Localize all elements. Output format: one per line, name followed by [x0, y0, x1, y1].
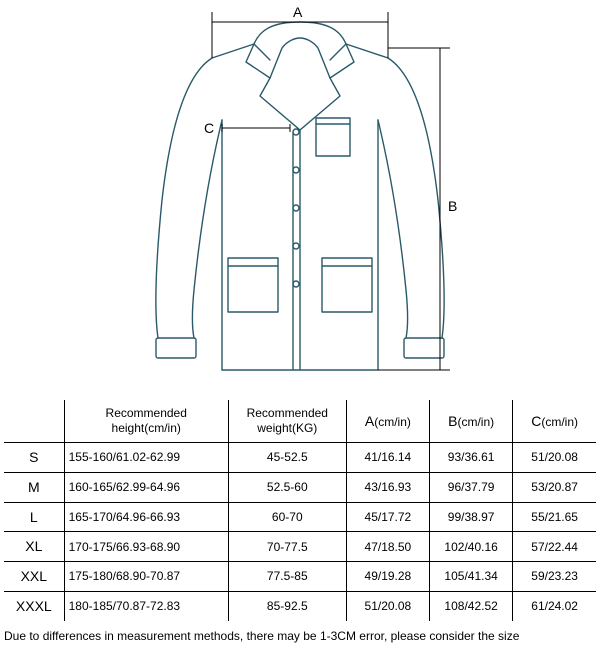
cell-size: XXL — [4, 562, 64, 592]
cell-a: 51/20.08 — [346, 591, 429, 620]
cell-c: 53/20.87 — [513, 472, 596, 502]
cell-c: 51/20.08 — [513, 443, 596, 473]
dimension-a-label: A — [293, 4, 302, 20]
cell-height: 180-185/70.87-72.83 — [64, 591, 228, 620]
cell-size: XL — [4, 532, 64, 562]
cell-b: 105/41.34 — [430, 562, 513, 592]
table-row: XXL175-180/68.90-70.8777.5-8549/19.28105… — [4, 562, 596, 592]
cell-c: 59/23.23 — [513, 562, 596, 592]
cell-c: 61/24.02 — [513, 591, 596, 620]
cell-size: S — [4, 443, 64, 473]
table-row: S155-160/61.02-62.9945-52.541/16.1493/36… — [4, 443, 596, 473]
cell-b: 96/37.79 — [430, 472, 513, 502]
cell-c: 55/21.65 — [513, 502, 596, 532]
cell-a: 47/18.50 — [346, 532, 429, 562]
table-row: XXXL180-185/70.87-72.8385-92.551/20.0810… — [4, 591, 596, 620]
cell-a: 41/16.14 — [346, 443, 429, 473]
cell-weight: 45-52.5 — [228, 443, 346, 473]
header-a: A(cm/in) — [346, 400, 429, 443]
dimension-b-label: B — [448, 198, 457, 214]
cell-weight: 85-92.5 — [228, 591, 346, 620]
cell-a: 49/19.28 — [346, 562, 429, 592]
dimension-c-label: C — [204, 120, 214, 136]
header-weight: Recommended weight(KG) — [228, 400, 346, 443]
cell-height: 160-165/62.99-64.96 — [64, 472, 228, 502]
table-row: XL170-175/66.93-68.9070-77.547/18.50102/… — [4, 532, 596, 562]
cell-b: 93/36.61 — [430, 443, 513, 473]
size-table: Recommended height(cm/in) Recommended we… — [0, 400, 600, 621]
cell-b: 102/40.16 — [430, 532, 513, 562]
size-chart-table: Recommended height(cm/in) Recommended we… — [4, 400, 596, 621]
header-size — [4, 400, 64, 443]
cell-size: L — [4, 502, 64, 532]
cell-height: 170-175/66.93-68.90 — [64, 532, 228, 562]
cell-weight: 52.5-60 — [228, 472, 346, 502]
cell-height: 175-180/68.90-70.87 — [64, 562, 228, 592]
table-row: M160-165/62.99-64.9652.5-6043/16.9396/37… — [4, 472, 596, 502]
table-row: L165-170/64.96-66.9360-7045/17.7299/38.9… — [4, 502, 596, 532]
header-height: Recommended height(cm/in) — [64, 400, 228, 443]
cell-weight: 77.5-85 — [228, 562, 346, 592]
cell-b: 99/38.97 — [430, 502, 513, 532]
footer-note: Due to differences in measurement method… — [0, 621, 600, 643]
cell-size: XXXL — [4, 591, 64, 620]
header-c: C(cm/in) — [513, 400, 596, 443]
cell-a: 43/16.93 — [346, 472, 429, 502]
cell-a: 45/17.72 — [346, 502, 429, 532]
header-b: B(cm/in) — [430, 400, 513, 443]
cell-b: 108/42.52 — [430, 591, 513, 620]
cell-height: 165-170/64.96-66.93 — [64, 502, 228, 532]
cell-size: M — [4, 472, 64, 502]
garment-diagram: A B C — [0, 0, 600, 400]
cell-height: 155-160/61.02-62.99 — [64, 443, 228, 473]
cell-c: 57/22.44 — [513, 532, 596, 562]
cell-weight: 60-70 — [228, 502, 346, 532]
cell-weight: 70-77.5 — [228, 532, 346, 562]
